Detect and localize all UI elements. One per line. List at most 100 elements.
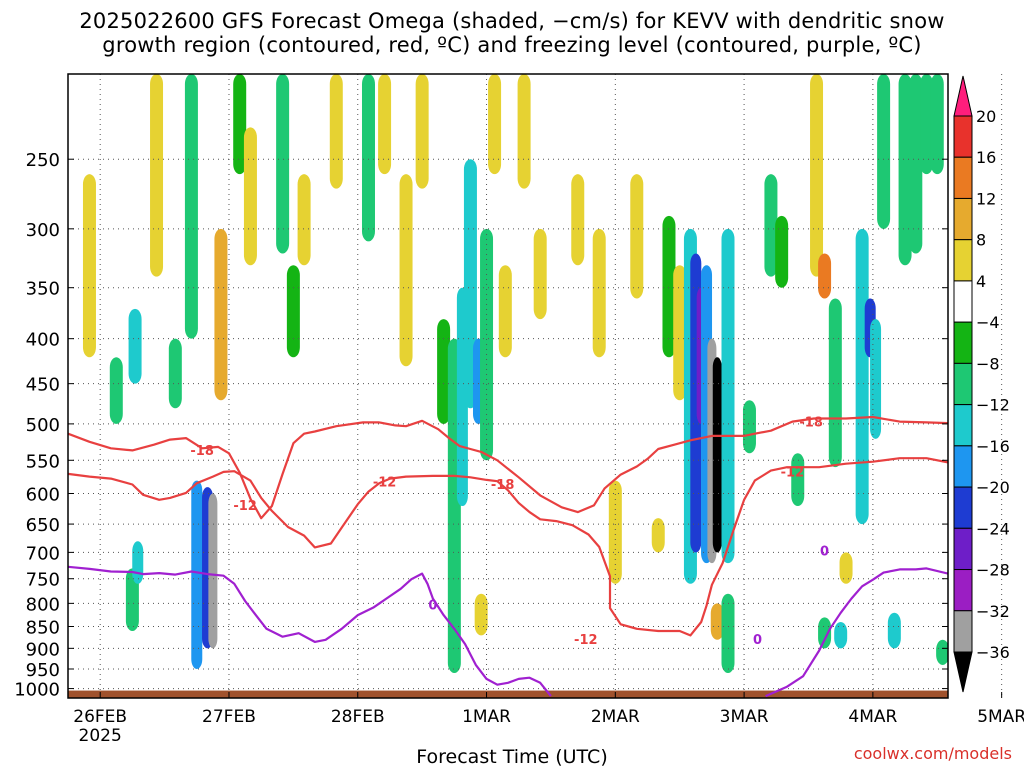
contour-label: 0 bbox=[428, 599, 437, 614]
omega-cell bbox=[839, 552, 853, 584]
y-tick-label: 1000 bbox=[14, 680, 60, 701]
omega-cell bbox=[276, 74, 290, 254]
y-tick-label: 550 bbox=[26, 451, 60, 472]
omega-cell bbox=[286, 265, 300, 358]
omega-cell bbox=[920, 74, 934, 175]
contour-label: -12 bbox=[781, 466, 805, 481]
colorbar-top-arrow bbox=[953, 75, 973, 117]
y-tick-label: 700 bbox=[26, 543, 60, 564]
omega-cell bbox=[297, 174, 311, 266]
colorbar-band bbox=[953, 362, 973, 406]
omega-cell bbox=[214, 228, 228, 401]
omega-cell bbox=[721, 593, 735, 673]
contour-label: -12 bbox=[373, 476, 397, 491]
omega-cell bbox=[361, 74, 375, 242]
contour-line bbox=[68, 457, 948, 637]
omega-cell bbox=[909, 74, 923, 254]
colorbar-label: −24 bbox=[976, 519, 1010, 538]
omega-cell bbox=[828, 298, 842, 468]
omega-cell bbox=[474, 593, 488, 636]
colorbar-band bbox=[953, 115, 973, 158]
y-tick-label: 450 bbox=[26, 375, 60, 396]
colorbar-band bbox=[953, 486, 973, 529]
contour-label: -12 bbox=[233, 499, 257, 514]
omega-cell bbox=[818, 253, 832, 299]
y-tick-label: 800 bbox=[26, 594, 60, 615]
x-tick-label: 1MAR bbox=[462, 707, 511, 727]
omega-cell bbox=[533, 228, 547, 320]
omega-cell bbox=[488, 74, 502, 175]
omega-cell bbox=[109, 357, 123, 424]
colorbar-label: −12 bbox=[976, 396, 1010, 415]
omega-cell bbox=[329, 74, 343, 189]
x-axis-label: Forecast Time (UTC) bbox=[416, 746, 608, 768]
y-tick-label: 500 bbox=[26, 415, 60, 436]
x-tick-label: 28FEB bbox=[331, 707, 385, 727]
omega-cell bbox=[208, 493, 218, 649]
contour-line bbox=[765, 567, 948, 698]
plot-frame bbox=[67, 73, 949, 699]
colorbar-label: 16 bbox=[976, 148, 996, 167]
omega-cell bbox=[887, 612, 901, 649]
x-tick-label: 26FEB bbox=[73, 707, 127, 727]
omega-cell bbox=[662, 215, 676, 358]
omega-cell bbox=[673, 265, 687, 401]
omega-cell bbox=[855, 228, 869, 525]
omega-cell bbox=[184, 74, 198, 339]
omega-cell bbox=[399, 174, 413, 367]
omega-cell bbox=[243, 127, 257, 266]
colorbar-band bbox=[953, 445, 973, 488]
contour-label-layer: -18 -12 -12 -18 -12 0 0 -18 -12 0 bbox=[190, 415, 829, 647]
omega-cell bbox=[132, 541, 144, 584]
omega-cell bbox=[775, 215, 789, 288]
omega-cell bbox=[898, 74, 912, 266]
y-tick-label: 400 bbox=[26, 330, 60, 351]
omega-cell bbox=[378, 74, 392, 175]
omega-cell bbox=[168, 338, 182, 409]
colorbar-label: 12 bbox=[976, 189, 996, 208]
colorbar-band bbox=[953, 156, 973, 199]
omega-cell bbox=[810, 74, 824, 277]
colorbar-band bbox=[953, 197, 973, 241]
y-tick-label: 600 bbox=[26, 485, 60, 506]
contour-label: -18 bbox=[190, 444, 214, 459]
x-tick-label: 3MAR bbox=[720, 707, 769, 727]
colorbar-label: −4 bbox=[976, 313, 1000, 332]
y-axis: 2503003504004505005506006507007508008509… bbox=[14, 150, 948, 701]
credit-text: coolwx.com/models bbox=[853, 744, 1012, 763]
colorbar-bottom-arrow bbox=[953, 651, 973, 693]
omega-cell bbox=[930, 74, 944, 175]
y-tick-label: 650 bbox=[26, 515, 60, 536]
x-tick-label: 4MAR bbox=[848, 707, 897, 727]
colorbar-label: −28 bbox=[976, 561, 1010, 580]
omega-cell bbox=[233, 74, 247, 175]
omega-cell bbox=[592, 228, 606, 358]
contour-label: 0 bbox=[753, 633, 762, 648]
contour-label: -18 bbox=[491, 478, 515, 493]
omega-cell bbox=[128, 308, 142, 384]
omega-cell bbox=[651, 518, 665, 553]
y-tick-label: 300 bbox=[26, 220, 60, 241]
colorbar-label: −20 bbox=[976, 478, 1010, 497]
colorbar-band bbox=[953, 569, 973, 612]
colorbar-label: −8 bbox=[976, 354, 1000, 373]
colorbar-band bbox=[953, 404, 973, 447]
x-tick-year-label: 2025 bbox=[79, 726, 122, 746]
omega-cell bbox=[818, 617, 832, 649]
x-axis: 26FEB 27FEB 28FEB 1MAR 2MAR 3MAR 4MAR 5MAR 2025 bbox=[73, 692, 1024, 746]
omega-cell bbox=[125, 568, 139, 631]
colorbar: 20 16 12 8 4 −4 −8 −12 −16 −20 −24 −28 −32 −36 bbox=[953, 75, 1010, 693]
contour-label: 0 bbox=[820, 544, 829, 559]
omega-cell bbox=[571, 174, 585, 266]
colorbar-label: −16 bbox=[976, 437, 1010, 456]
omega-cell bbox=[742, 400, 756, 454]
colorbar-label: −32 bbox=[976, 602, 1010, 621]
colorbar-band bbox=[953, 527, 973, 571]
chart-title-line-2: growth region (contoured, red, ºC) and f… bbox=[102, 33, 922, 57]
omega-cell bbox=[936, 639, 948, 665]
omega-cell bbox=[834, 621, 848, 649]
colorbar-label: 4 bbox=[976, 272, 986, 291]
y-tick-label: 850 bbox=[26, 618, 60, 639]
colorbar-band bbox=[953, 321, 973, 364]
